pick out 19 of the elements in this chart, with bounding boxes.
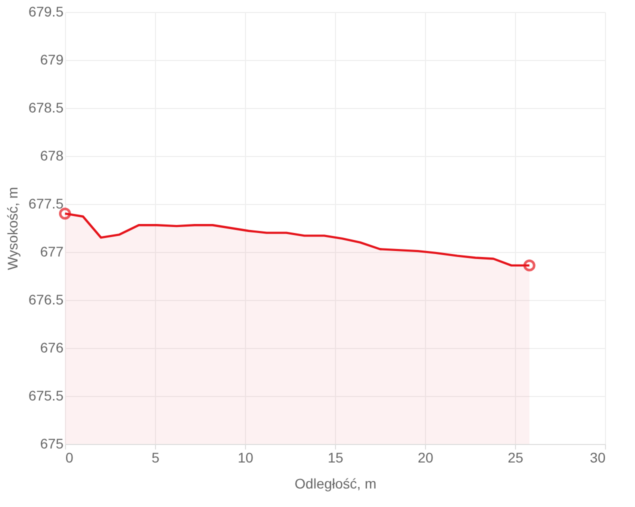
y-tick-label: 676 <box>40 340 64 356</box>
y-tick-label: 675.5 <box>28 388 64 404</box>
y-tick-label: 677 <box>40 244 64 260</box>
x-tick-label: 15 <box>328 450 344 466</box>
y-tick-label: 676.5 <box>28 292 64 308</box>
x-tick-label: 20 <box>418 450 434 466</box>
x-axis-title: Odległość, m <box>294 476 376 492</box>
y-tick-label: 679 <box>40 52 64 68</box>
x-tick-label: 0 <box>66 450 74 466</box>
y-tick-label: 678.5 <box>28 100 64 116</box>
y-tick-label: 678 <box>40 148 64 164</box>
x-tick-label: 10 <box>238 450 254 466</box>
x-tick-label: 30 <box>590 450 606 466</box>
y-tick-label: 677.5 <box>28 196 64 212</box>
x-tick-label: 5 <box>152 450 160 466</box>
y-tick-label: 675 <box>40 436 64 452</box>
y-tick-label: 679.5 <box>28 4 64 20</box>
y-axis-title: Wysokość, m <box>4 186 20 270</box>
x-tick-label: 25 <box>508 450 524 466</box>
